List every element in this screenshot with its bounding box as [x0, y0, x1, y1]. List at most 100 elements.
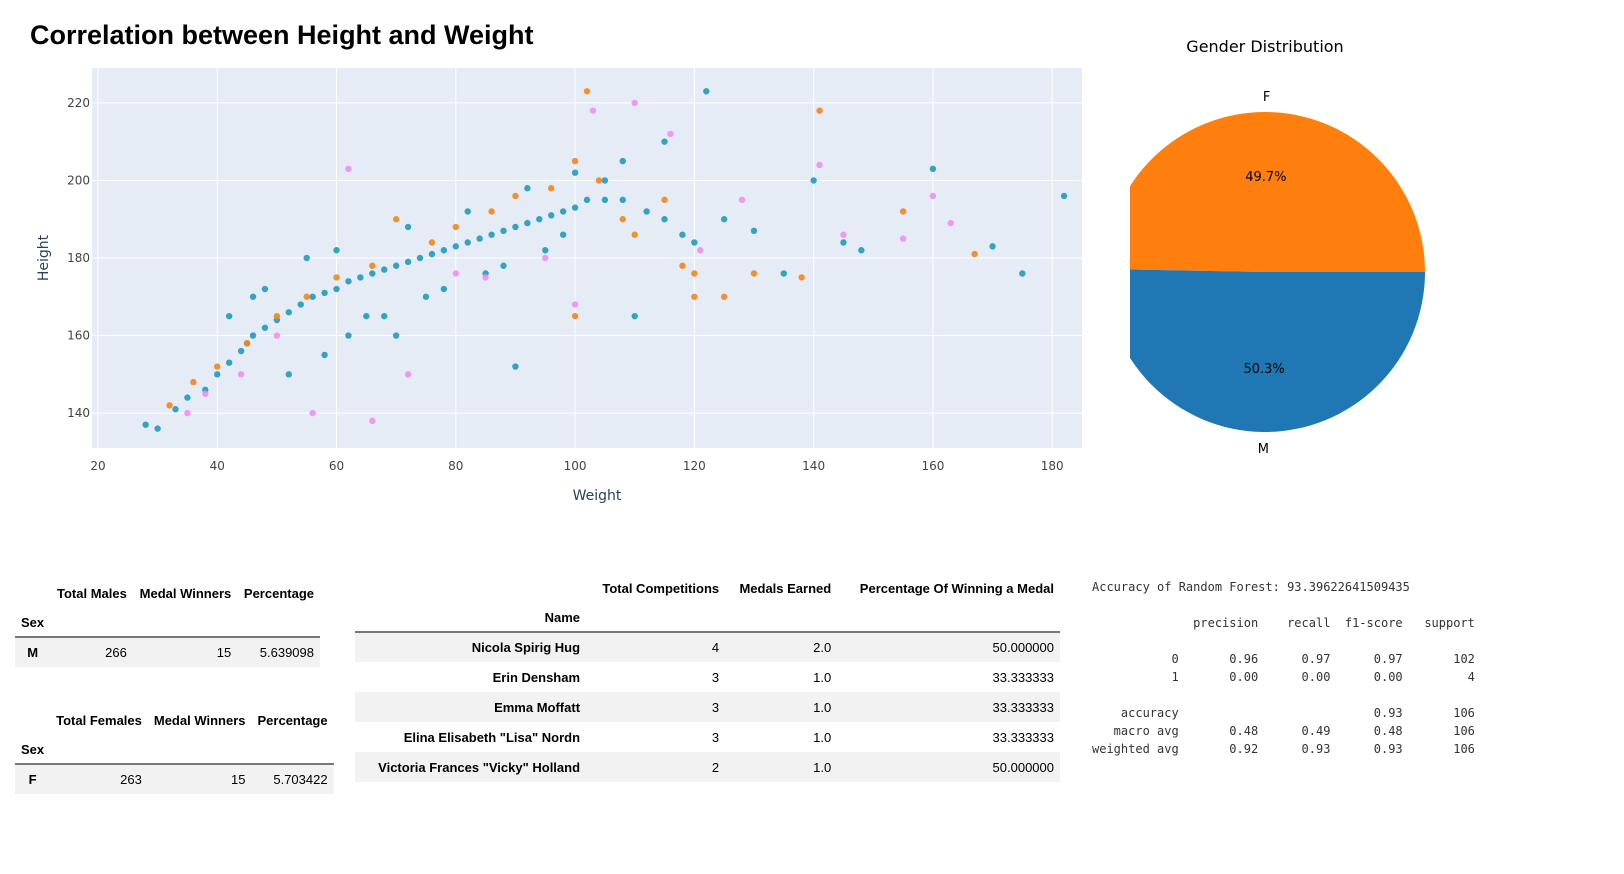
- scatter-series: [166, 88, 978, 409]
- table-row: Elina Elisabeth "Lisa" Nordn 3 1.0 33.33…: [355, 722, 1060, 752]
- scatter-point: [345, 332, 352, 339]
- x-tick-label: 160: [921, 459, 944, 473]
- table-cell: 15: [231, 772, 246, 787]
- scatter-point: [691, 239, 698, 246]
- scatter-point: [273, 312, 281, 320]
- x-tick-label: 60: [329, 459, 344, 473]
- x-tick-label: 140: [802, 459, 825, 473]
- table-cell: 2: [711, 759, 720, 775]
- scatter-point: [381, 266, 388, 273]
- y-tick-label: 200: [67, 173, 90, 187]
- scatter-point: [536, 216, 543, 223]
- scatter-point: [345, 278, 352, 285]
- table-corner: [355, 573, 586, 603]
- scatter-point: [333, 285, 340, 293]
- scatter-point: [392, 262, 400, 269]
- x-tick-label: 100: [564, 459, 587, 473]
- scatter-point: [548, 212, 555, 219]
- classification-report: Accuracy of Random Forest: 93.3962264150…: [1092, 580, 1475, 756]
- pie-slice: [1130, 269, 1425, 432]
- table-corner: [15, 705, 50, 735]
- scatter-point: [452, 223, 459, 231]
- scatter-point: [261, 285, 269, 293]
- scatter-point: [619, 216, 626, 223]
- scatter-point: [184, 409, 191, 417]
- scatter-point: [154, 425, 161, 432]
- scatter-point: [679, 231, 686, 238]
- y-axis-title: Height: [36, 234, 52, 281]
- column-header: Total Males: [57, 585, 127, 601]
- scatter-point: [559, 231, 567, 238]
- scatter-point: [1019, 270, 1026, 277]
- scatter-point: [750, 270, 758, 277]
- scatter-point: [309, 409, 316, 417]
- pie-label: M: [1258, 442, 1269, 457]
- scatter-point: [571, 169, 579, 176]
- scatter-point: [631, 312, 638, 320]
- scatter-point: [333, 247, 340, 254]
- scatter-point: [798, 274, 805, 281]
- scatter-point: [571, 312, 579, 320]
- y-tick-label: 140: [67, 406, 90, 420]
- index-name: Sex: [21, 741, 45, 757]
- scatter-point: [816, 161, 823, 169]
- column-header: Percentage: [243, 585, 314, 601]
- table-cell: 1.0: [813, 759, 832, 775]
- scatter-point: [858, 247, 865, 254]
- column-header: Total Competitions: [602, 580, 720, 596]
- scatter-point: [309, 293, 316, 300]
- row-index: Emma Moffatt: [494, 699, 581, 715]
- scatter-point: [899, 235, 907, 242]
- scatter-point: [428, 239, 436, 246]
- scatter-point: [989, 243, 996, 250]
- scatter-point: [428, 250, 436, 258]
- scatter-point: [661, 216, 668, 223]
- scatter-point: [392, 216, 400, 223]
- scatter-point: [780, 270, 788, 277]
- scatter-point: [225, 312, 233, 320]
- column-header: Percentage Of Winning a Medal: [859, 580, 1054, 596]
- pie-percent-label: 49.7%: [1245, 170, 1286, 185]
- scatter-point: [524, 185, 531, 192]
- scatter-point: [261, 324, 269, 331]
- table-cell: 33.333333: [992, 699, 1054, 715]
- scatter-point: [440, 285, 448, 293]
- scatter-point: [583, 88, 591, 95]
- row-index: Elina Elisabeth "Lisa" Nordn: [403, 729, 581, 745]
- scatter-point: [667, 130, 674, 138]
- table-cell: 1.0: [813, 669, 832, 685]
- scatter-point: [571, 301, 579, 308]
- scatter-point: [548, 185, 555, 192]
- scatter-point: [190, 378, 197, 386]
- scatter-point: [840, 239, 847, 246]
- table-cell: 33.333333: [992, 669, 1054, 685]
- pie-slice: [1130, 112, 1425, 272]
- scatter-point: [589, 107, 597, 114]
- scatter-point: [440, 247, 448, 254]
- scatter-point: [661, 196, 668, 204]
- scatter-point: [369, 270, 376, 277]
- table-cell: 1.0: [813, 729, 832, 745]
- scatter-point: [947, 219, 954, 227]
- table-cell: 50.000000: [992, 759, 1054, 775]
- pie-title: Gender Distribution: [1186, 37, 1343, 56]
- x-tick-label: 180: [1041, 459, 1064, 473]
- scatter-point: [840, 231, 847, 238]
- table-row: Erin Densham 3 1.0 33.333333: [355, 662, 1060, 692]
- scatter-point: [810, 177, 817, 184]
- pie-percent-label: 50.3%: [1243, 362, 1284, 377]
- scatter-point: [369, 417, 376, 425]
- scatter-point: [595, 177, 603, 184]
- scatter-point: [476, 235, 483, 242]
- athlete-medals-table: Total Competitions Medals Earned Percent…: [355, 573, 1060, 782]
- scatter-point: [619, 157, 626, 165]
- scatter-point: [166, 402, 173, 409]
- scatter-point: [512, 192, 519, 200]
- scatter-point: [452, 243, 459, 250]
- scatter-point: [333, 274, 340, 281]
- scatter-point: [512, 223, 519, 231]
- scatter-point: [249, 332, 257, 339]
- scatter-point: [542, 254, 549, 262]
- scatter-point: [542, 247, 549, 254]
- table-cell: 266: [105, 645, 127, 660]
